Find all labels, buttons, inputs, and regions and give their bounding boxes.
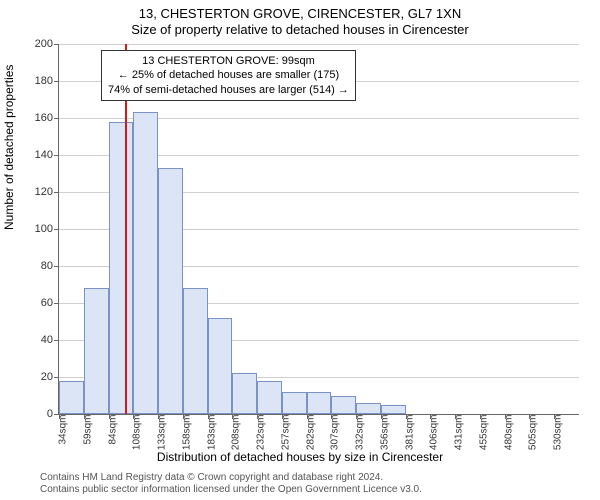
xtick-label: 108sqm [132, 415, 143, 451]
xtick-label: 307sqm [330, 415, 341, 451]
xtick-label: 505sqm [528, 415, 539, 451]
ytick-label: 180 [35, 75, 53, 87]
xtick-label: 431sqm [454, 415, 465, 451]
xtick-label: 59sqm [82, 415, 93, 445]
histogram-bar [232, 373, 257, 414]
info-box-line2: ← 25% of detached houses are smaller (17… [108, 68, 349, 82]
ytick-mark [54, 118, 59, 119]
ytick-mark [54, 340, 59, 341]
ytick-label: 0 [47, 408, 53, 420]
title-line-1: 13, CHESTERTON GROVE, CIRENCESTER, GL7 1… [0, 6, 600, 21]
footer-line1: Contains HM Land Registry data © Crown c… [40, 472, 422, 484]
chart-plot-area: 02040608010012014016018020034sqm59sqm84s… [58, 44, 579, 415]
xtick-label: 133sqm [157, 415, 168, 451]
xtick-label: 480sqm [503, 415, 514, 451]
xtick-label: 208sqm [231, 415, 242, 451]
ytick-label: 40 [41, 334, 53, 346]
histogram-bar [381, 405, 406, 414]
xtick-label: 158sqm [181, 415, 192, 451]
histogram-bar [183, 288, 208, 414]
ytick-label: 120 [35, 186, 53, 198]
xtick-label: 84sqm [107, 415, 118, 445]
ytick-label: 20 [41, 371, 53, 383]
ytick-mark [54, 229, 59, 230]
ytick-label: 160 [35, 112, 53, 124]
gridline-h [59, 44, 579, 45]
ytick-mark [54, 377, 59, 378]
histogram-bar [109, 122, 134, 414]
footer-attribution: Contains HM Land Registry data © Crown c… [40, 472, 422, 496]
xtick-label: 406sqm [429, 415, 440, 451]
histogram-bar [208, 318, 233, 414]
ytick-label: 140 [35, 149, 53, 161]
histogram-bar [307, 392, 332, 414]
ytick-mark [54, 192, 59, 193]
info-box: 13 CHESTERTON GROVE: 99sqm ← 25% of deta… [101, 50, 356, 101]
ytick-label: 60 [41, 297, 53, 309]
x-axis-label: Distribution of detached houses by size … [0, 450, 600, 464]
footer-line2: Contains public sector information licen… [40, 484, 422, 496]
histogram-bar [282, 392, 307, 414]
xtick-label: 282sqm [305, 415, 316, 451]
y-axis-label: Number of detached properties [2, 65, 16, 230]
xtick-label: 34sqm [58, 415, 69, 445]
ytick-label: 80 [41, 260, 53, 272]
ytick-label: 200 [35, 38, 53, 50]
ytick-mark [54, 303, 59, 304]
histogram-bar [84, 288, 109, 414]
title-line-2: Size of property relative to detached ho… [0, 22, 600, 37]
ytick-label: 100 [35, 223, 53, 235]
histogram-bar [257, 381, 282, 414]
histogram-bar [356, 403, 381, 414]
xtick-label: 232sqm [256, 415, 267, 451]
xtick-label: 332sqm [355, 415, 366, 451]
histogram-bar [331, 396, 356, 415]
xtick-label: 381sqm [404, 415, 415, 451]
xtick-label: 356sqm [379, 415, 390, 451]
info-box-line3: 74% of semi-detached houses are larger (… [108, 83, 349, 97]
histogram-bar [59, 381, 84, 414]
ytick-mark [54, 81, 59, 82]
xtick-label: 183sqm [206, 415, 217, 451]
ytick-mark [54, 155, 59, 156]
ytick-mark [54, 44, 59, 45]
ytick-mark [54, 266, 59, 267]
xtick-label: 257sqm [280, 415, 291, 451]
histogram-bar [158, 168, 183, 414]
xtick-label: 455sqm [478, 415, 489, 451]
xtick-label: 530sqm [553, 415, 564, 451]
histogram-bar [133, 112, 158, 414]
info-box-line1: 13 CHESTERTON GROVE: 99sqm [108, 54, 349, 68]
